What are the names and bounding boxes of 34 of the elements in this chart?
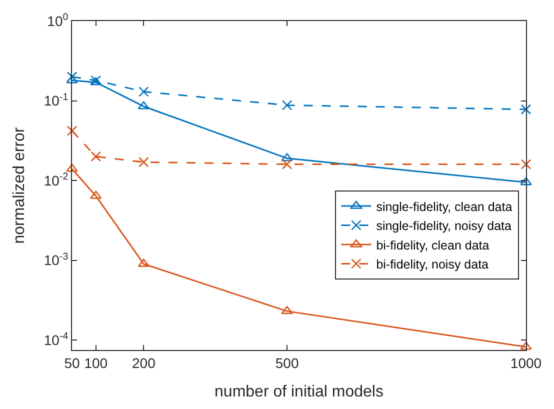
point — [520, 342, 532, 350]
y-tick-label: 10$^{0}$ — [47, 12, 69, 29]
legend-label: bi-fidelity, noisy data — [376, 258, 489, 272]
x-tick-label: 500 — [275, 354, 299, 371]
point — [66, 164, 78, 172]
point — [281, 306, 293, 314]
point — [90, 75, 102, 86]
point — [282, 159, 292, 170]
point — [138, 156, 149, 168]
y-axis-title: normalized error — [10, 126, 28, 244]
point — [520, 159, 532, 170]
x-tick-label: 50 — [64, 354, 80, 371]
y-tick-label: 10$^{-2}$ — [44, 172, 68, 188]
point — [520, 104, 532, 115]
x-tick-label: 200 — [132, 354, 156, 371]
point — [281, 153, 293, 162]
point — [90, 190, 102, 199]
legend-label: single-fidelity, noisy data — [376, 219, 512, 234]
x-axis-title: number of initial models — [214, 384, 384, 400]
point — [282, 100, 292, 110]
x-tick-label: 1000 — [510, 354, 542, 371]
y-tick-label: 10$^{-1}$ — [44, 92, 68, 109]
point — [520, 177, 532, 186]
point — [66, 72, 78, 82]
legend-label: bi-fidelity, clean data — [376, 238, 490, 252]
point — [66, 126, 78, 136]
y-tick-label: 10$^{-3}$ — [44, 251, 69, 268]
point — [90, 151, 102, 162]
y-tick-label: 10$^{-4}$ — [44, 331, 69, 348]
point — [66, 75, 78, 84]
point — [138, 86, 149, 97]
point — [90, 77, 102, 86]
x-tick-label: 100 — [84, 354, 108, 371]
legend-label: single-fidelity, clean data — [376, 200, 512, 214]
